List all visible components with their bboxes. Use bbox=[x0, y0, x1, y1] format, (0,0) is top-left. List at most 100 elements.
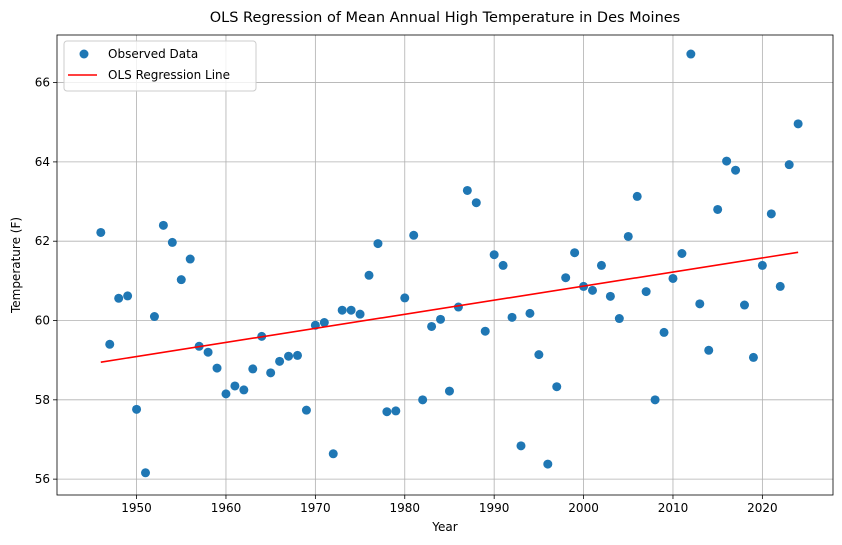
data-point bbox=[507, 312, 517, 322]
data-point bbox=[239, 385, 249, 395]
data-point bbox=[382, 407, 392, 417]
data-point bbox=[686, 49, 696, 59]
x-tick-label: 1950 bbox=[121, 501, 152, 515]
data-point bbox=[266, 368, 276, 378]
x-tick-label: 1960 bbox=[211, 501, 242, 515]
series-layer bbox=[96, 49, 803, 478]
data-point bbox=[167, 237, 177, 247]
data-point bbox=[149, 312, 159, 322]
x-tick-label: 2000 bbox=[568, 501, 599, 515]
data-point bbox=[668, 273, 678, 283]
data-point bbox=[400, 293, 410, 303]
x-axis-label: Year bbox=[431, 520, 457, 534]
data-point bbox=[427, 321, 437, 331]
data-point bbox=[418, 395, 428, 405]
legend: Observed Data OLS Regression Line bbox=[63, 40, 257, 92]
data-point bbox=[739, 300, 749, 310]
data-point bbox=[766, 209, 776, 219]
data-point bbox=[516, 441, 526, 451]
data-point bbox=[704, 345, 714, 355]
data-point bbox=[114, 293, 124, 303]
data-point bbox=[203, 347, 213, 357]
data-point bbox=[301, 405, 311, 415]
y-axis-label: Temperature (F) bbox=[9, 217, 23, 314]
data-point bbox=[695, 299, 705, 309]
legend-label-observed: Observed Data bbox=[108, 47, 198, 61]
data-point bbox=[570, 248, 580, 258]
data-point bbox=[462, 185, 472, 195]
data-point bbox=[650, 395, 660, 405]
data-point bbox=[346, 305, 356, 315]
data-point bbox=[552, 382, 562, 392]
grid bbox=[57, 35, 833, 495]
data-point bbox=[105, 339, 115, 349]
x-tick-label: 1980 bbox=[389, 501, 420, 515]
y-tick-label: 58 bbox=[35, 393, 50, 407]
data-point bbox=[444, 386, 454, 396]
data-point bbox=[731, 165, 741, 175]
data-point bbox=[471, 198, 481, 208]
data-point bbox=[561, 273, 571, 283]
data-point bbox=[543, 459, 553, 469]
chart-title: OLS Regression of Mean Annual High Tempe… bbox=[210, 10, 681, 26]
data-point bbox=[176, 275, 186, 285]
data-point bbox=[605, 291, 615, 301]
regression-line bbox=[100, 251, 799, 363]
data-point bbox=[489, 250, 499, 260]
data-point bbox=[373, 239, 383, 249]
legend-box bbox=[63, 40, 257, 92]
data-point bbox=[632, 191, 642, 201]
y-tick-label: 56 bbox=[35, 472, 50, 486]
data-point bbox=[364, 270, 374, 280]
data-point bbox=[248, 364, 258, 374]
data-point bbox=[141, 468, 151, 478]
data-point bbox=[292, 350, 302, 360]
data-point bbox=[337, 305, 347, 315]
data-point bbox=[525, 308, 535, 318]
legend-marker-observed bbox=[79, 49, 89, 59]
x-tick-label: 1990 bbox=[479, 501, 510, 515]
data-point bbox=[221, 389, 231, 399]
data-point bbox=[284, 351, 294, 361]
data-point bbox=[158, 220, 168, 230]
data-point bbox=[614, 314, 624, 324]
data-point bbox=[409, 230, 419, 240]
data-point bbox=[96, 227, 106, 237]
data-point bbox=[713, 204, 723, 214]
y-tick-label: 60 bbox=[35, 314, 50, 328]
data-point bbox=[391, 406, 401, 416]
data-point bbox=[748, 352, 758, 362]
data-point bbox=[659, 327, 669, 337]
data-point bbox=[328, 449, 338, 459]
data-point bbox=[677, 249, 687, 258]
data-point bbox=[212, 363, 222, 373]
data-point bbox=[793, 119, 803, 129]
y-tick-label: 64 bbox=[35, 155, 50, 169]
data-point bbox=[775, 281, 785, 291]
data-point bbox=[534, 350, 544, 360]
data-point bbox=[588, 285, 598, 295]
data-point bbox=[722, 156, 732, 166]
plot-frame bbox=[56, 34, 834, 496]
data-point bbox=[132, 404, 142, 414]
x-tick-label: 1970 bbox=[300, 501, 331, 515]
data-point bbox=[641, 287, 651, 297]
x-tick-label: 2010 bbox=[658, 501, 689, 515]
data-point bbox=[230, 381, 240, 391]
data-point bbox=[436, 314, 446, 324]
x-tick-label: 2020 bbox=[747, 501, 778, 515]
data-point bbox=[596, 260, 606, 270]
data-point bbox=[185, 254, 195, 264]
data-point bbox=[784, 160, 794, 170]
data-point bbox=[498, 260, 508, 270]
data-point bbox=[623, 231, 633, 241]
data-point bbox=[355, 309, 365, 319]
y-tick-label: 66 bbox=[35, 76, 50, 90]
y-tick-label: 62 bbox=[35, 234, 50, 248]
data-point bbox=[480, 326, 490, 336]
data-point bbox=[757, 260, 767, 270]
data-point bbox=[275, 356, 285, 366]
data-point bbox=[123, 291, 133, 301]
data-point bbox=[319, 318, 329, 327]
